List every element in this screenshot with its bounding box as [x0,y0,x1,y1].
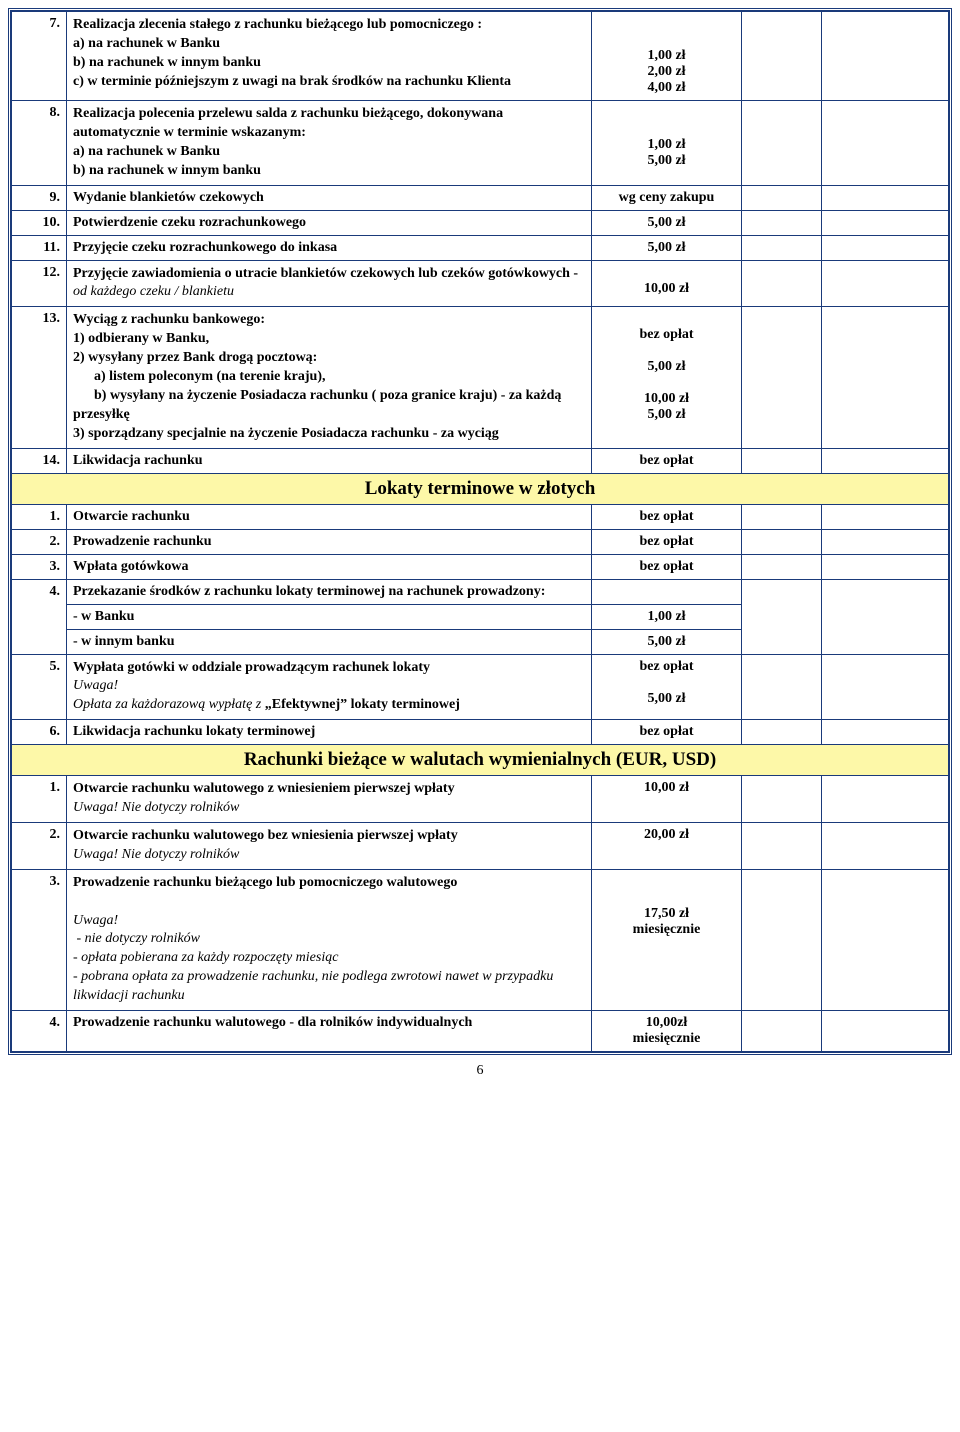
table-row: 14.Likwidacja rachunkubez opłat [12,448,949,473]
table-row: 12.Przyjęcie zawiadomienia o utracie bla… [12,260,949,307]
table-row: 2.Otwarcie rachunku walutowego bez wnies… [12,823,949,870]
table-row: 10.Potwierdzenie czeku rozrachunkowego5,… [12,210,949,235]
table-row: 3.Wpłata gotówkowabez opłat [12,554,949,579]
table-row: 5.Wypłata gotówki w oddziale prowadzącym… [12,654,949,720]
table-row: 2.Prowadzenie rachunkubez opłat [12,529,949,554]
table-row: Lokaty terminowe w złotych [12,473,949,504]
table-row: 4.Prowadzenie rachunku walutowego - dla … [12,1011,949,1052]
table-row: 4.Przekazanie środków z rachunku lokaty … [12,579,949,604]
table-row: 1.Otwarcie rachunkubez opłat [12,504,949,529]
table-row: 1.Otwarcie rachunku walutowego z wniesie… [12,776,949,823]
table-row: Rachunki bieżące w walutach wymienialnyc… [12,745,949,776]
table-row: 7.Realizacja zlecenia stałego z rachunku… [12,12,949,101]
table-row: 11.Przyjęcie czeku rozrachunkowego do in… [12,235,949,260]
page-number: 6 [0,1063,960,1079]
section-header: Lokaty terminowe w złotych [12,473,949,504]
fee-table: 7.Realizacja zlecenia stałego z rachunku… [11,11,949,1052]
table-row: 9.Wydanie blankietów czekowychwg ceny za… [12,185,949,210]
table-row: 13.Wyciąg z rachunku bankowego:1) odbier… [12,307,949,448]
table-row: 6.Likwidacja rachunku lokaty terminowejb… [12,720,949,745]
document-frame: 7.Realizacja zlecenia stałego z rachunku… [8,8,952,1055]
table-row: 8.Realizacja polecenia przelewu salda z … [12,101,949,186]
table-row: 3.Prowadzenie rachunku bieżącego lub pom… [12,869,949,1010]
section-header: Rachunki bieżące w walutach wymienialnyc… [12,745,949,776]
